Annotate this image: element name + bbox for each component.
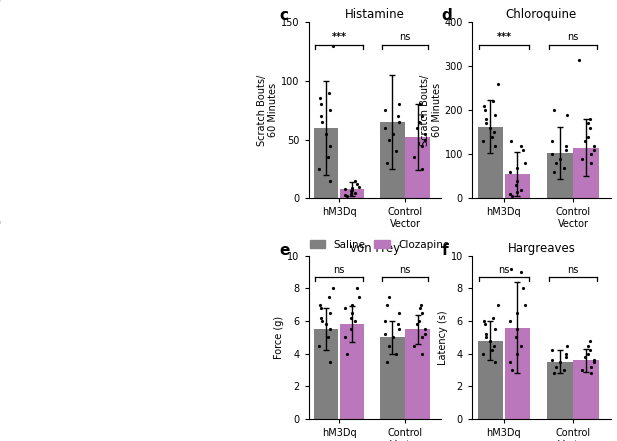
Bar [340, 189, 364, 198]
Text: d: d [442, 8, 452, 23]
Bar [573, 148, 599, 198]
Bar [547, 153, 573, 198]
Bar [314, 329, 338, 419]
Text: f: f [442, 243, 448, 258]
Title: Histamine: Histamine [345, 8, 405, 21]
Text: ns: ns [499, 265, 510, 275]
Y-axis label: Scratch Bouts/
60 Minutes: Scratch Bouts/ 60 Minutes [257, 75, 278, 146]
Bar [478, 127, 503, 198]
Title: von Frey: von Frey [350, 242, 400, 254]
Bar [505, 174, 530, 198]
Y-axis label: Latency (s): Latency (s) [438, 310, 448, 365]
Text: ns: ns [399, 32, 411, 42]
Y-axis label: Force (g): Force (g) [275, 316, 284, 359]
Legend: Saline, Clozapine: Saline, Clozapine [305, 235, 453, 254]
Text: c: c [280, 8, 288, 23]
Text: ***: *** [497, 32, 511, 42]
Title: Chloroquine: Chloroquine [506, 8, 577, 21]
Text: ns: ns [399, 265, 411, 275]
Bar [380, 337, 405, 419]
Bar [380, 122, 405, 198]
Bar [547, 362, 573, 419]
Bar [314, 128, 338, 198]
Text: ns: ns [567, 265, 579, 275]
Y-axis label: Scratch Bouts/
60 Minutes: Scratch Bouts/ 60 Minutes [420, 75, 442, 146]
Text: e: e [280, 243, 290, 258]
Bar [405, 329, 429, 419]
Bar [478, 340, 503, 419]
Text: ns: ns [567, 32, 579, 42]
Bar [340, 324, 364, 419]
Bar [505, 328, 530, 419]
Bar [573, 360, 599, 419]
Text: ns: ns [333, 265, 345, 275]
Bar [405, 137, 429, 198]
Title: Hargreaves: Hargreaves [507, 242, 576, 254]
Text: ***: *** [331, 32, 347, 42]
